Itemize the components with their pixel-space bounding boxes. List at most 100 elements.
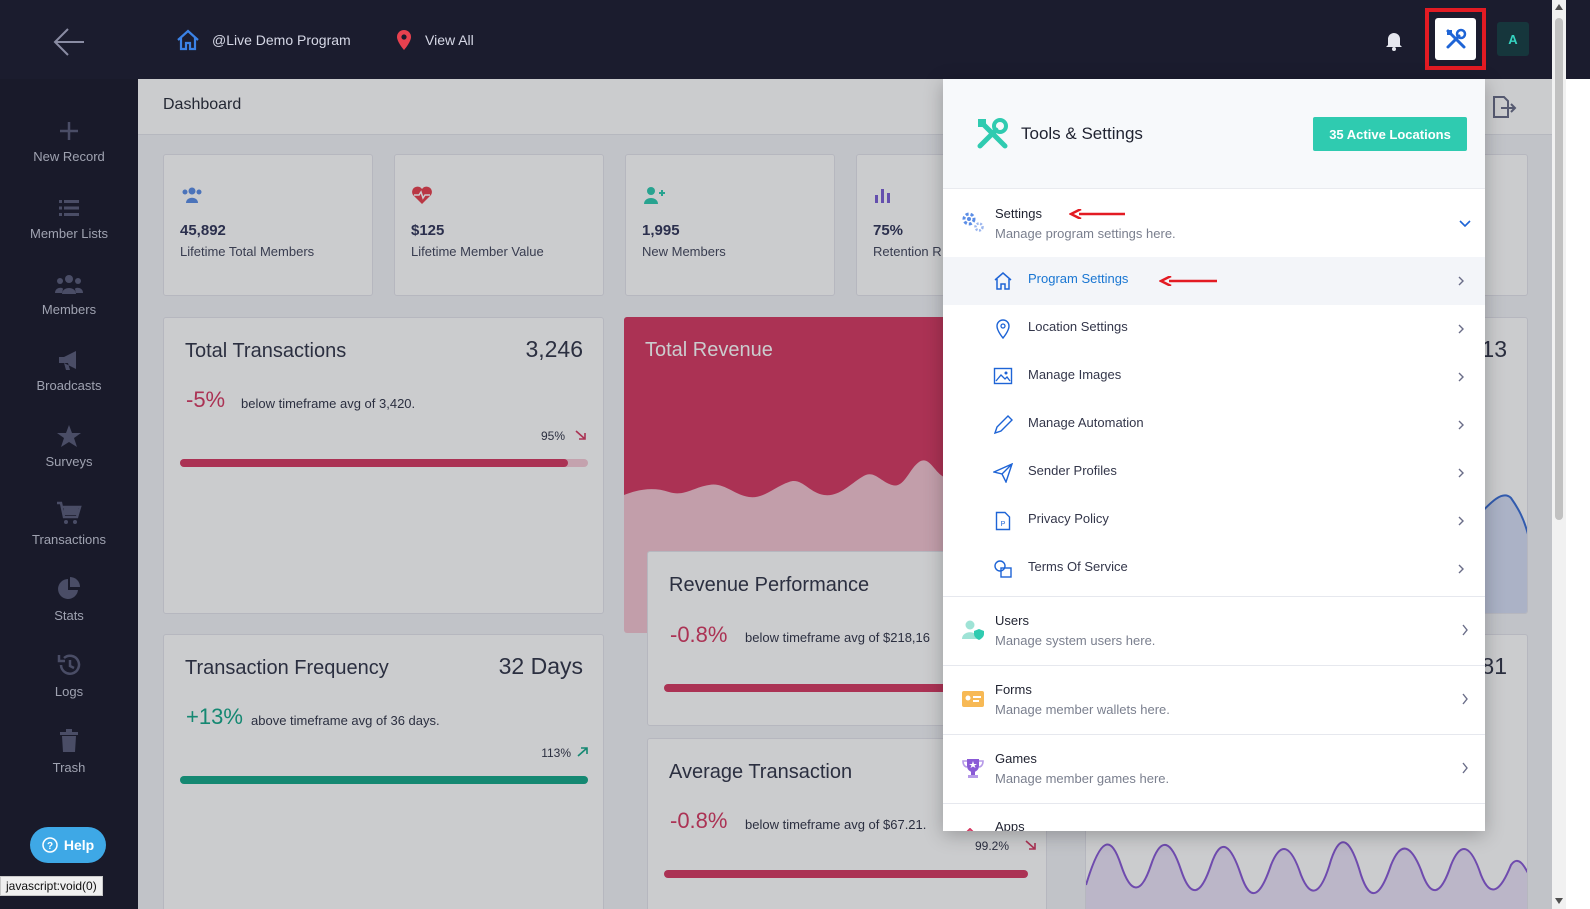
sub-item-label: Terms Of Service xyxy=(1028,559,1128,574)
transaction-frequency-card: Transaction Frequency 32 Days +13% above… xyxy=(163,634,604,909)
document-icon: P xyxy=(995,511,1011,531)
active-locations-badge[interactable]: 35 Active Locations xyxy=(1313,117,1467,151)
settings-item-sender-profiles[interactable]: Sender Profiles xyxy=(943,449,1485,497)
progress-fill xyxy=(180,459,568,467)
settings-subtitle: Manage program settings here. xyxy=(995,226,1176,241)
id-card-icon xyxy=(962,691,984,707)
change-description: above timeframe avg of 36 days. xyxy=(251,713,440,728)
change-percent: -0.8% xyxy=(670,622,728,647)
progress-track xyxy=(664,684,1044,692)
sidebar-item-label: Surveys xyxy=(45,454,93,469)
heartbeat-icon xyxy=(412,186,432,204)
change-percent: +13% xyxy=(186,704,243,729)
card-title: Total Transactions xyxy=(185,340,347,362)
sidebar-item-surveys[interactable]: Surveys xyxy=(0,424,138,469)
export-icon[interactable] xyxy=(1491,95,1517,119)
history-icon xyxy=(57,654,81,675)
chevron-right-icon xyxy=(1458,276,1464,286)
sidebar-item-label: Transactions xyxy=(32,532,106,547)
divider xyxy=(943,596,1485,597)
sidebar-item-stats[interactable]: Stats xyxy=(0,576,138,623)
tools-settings-button[interactable] xyxy=(1435,18,1476,60)
home-icon xyxy=(177,29,199,51)
tools-icon xyxy=(1446,28,1466,49)
trash-icon xyxy=(60,729,78,752)
card-title: Total Revenue xyxy=(645,339,773,361)
apps-section[interactable]: Apps xyxy=(943,804,1485,831)
settings-item-location-settings[interactable]: Location Settings xyxy=(943,305,1485,353)
tools-settings-panel: Tools & Settings 35 Active Locations Set… xyxy=(943,79,1485,831)
page-scrollbar[interactable] xyxy=(1552,0,1566,909)
chevron-right-icon xyxy=(1458,324,1464,334)
svg-text:?: ? xyxy=(47,841,53,852)
stat-card-new-members: 1,995 New Members xyxy=(625,154,835,296)
sidebar-item-label: Trash xyxy=(52,760,86,775)
home-icon xyxy=(994,272,1012,290)
card-value: 81 xyxy=(1481,653,1507,679)
view-all-locations-link[interactable]: View All xyxy=(395,26,474,54)
bell-icon xyxy=(1386,33,1402,51)
sidebar-item-broadcasts[interactable]: Broadcasts xyxy=(0,348,138,393)
arrow-left-icon xyxy=(53,28,84,56)
trend-down-icon xyxy=(1025,840,1036,850)
top-bar: @Live Demo Program View All A xyxy=(0,0,1590,79)
scroll-up-icon[interactable] xyxy=(1555,4,1563,10)
stat-value: 45,892 xyxy=(180,222,226,239)
settings-item-program-settings[interactable]: Program Settings xyxy=(943,257,1485,305)
change-percent: -0.8% xyxy=(670,808,728,833)
card-title: Revenue Performance xyxy=(669,574,870,596)
sidebar-item-member-lists[interactable]: Member Lists xyxy=(0,196,138,241)
sub-item-label: Location Settings xyxy=(1028,319,1128,334)
plus-icon xyxy=(60,122,78,140)
program-home-link[interactable]: @Live Demo Program xyxy=(176,26,351,54)
back-arrow-button[interactable] xyxy=(50,22,90,62)
games-section[interactable]: Games Manage member games here. xyxy=(943,735,1485,803)
sidebar-item-label: New Record xyxy=(33,149,105,164)
sidebar: New Record Member Lists Members Broadcas… xyxy=(0,79,138,909)
sidebar-item-label: Stats xyxy=(54,608,84,623)
chevron-right-icon xyxy=(1462,762,1468,774)
add-user-icon xyxy=(644,187,665,204)
sidebar-item-trash[interactable]: Trash xyxy=(0,728,138,775)
notifications-button[interactable] xyxy=(1382,28,1406,52)
star-icon xyxy=(57,425,81,447)
svg-text:P: P xyxy=(1001,521,1006,528)
help-button[interactable]: ? Help xyxy=(30,827,106,863)
change-description: below timeframe avg of 3,420. xyxy=(241,396,416,411)
scrollbar-thumb[interactable] xyxy=(1555,18,1563,520)
settings-item-terms-of-service[interactable]: Terms Of Service xyxy=(943,545,1485,593)
help-label: Help xyxy=(63,837,95,853)
users-title: Users xyxy=(995,613,1029,628)
cart-icon xyxy=(57,501,82,524)
megaphone-icon xyxy=(59,351,76,370)
users-section[interactable]: Users Manage system users here. xyxy=(943,597,1485,665)
sub-item-label: Program Settings xyxy=(1028,271,1129,286)
forms-section[interactable]: Forms Manage member wallets here. xyxy=(943,666,1485,734)
change-description: below timeframe avg of $67.21. xyxy=(745,817,927,832)
scroll-down-icon[interactable] xyxy=(1555,898,1563,904)
settings-item-manage-automation[interactable]: Manage Automation xyxy=(943,401,1485,449)
stat-label: Lifetime Member Value xyxy=(411,244,544,259)
chevron-right-icon xyxy=(1462,624,1468,636)
settings-item-manage-images[interactable]: Manage Images xyxy=(943,353,1485,401)
settings-item-privacy-policy[interactable]: P Privacy Policy xyxy=(943,497,1485,545)
stat-label: Lifetime Total Members xyxy=(180,244,315,259)
user-avatar[interactable]: A xyxy=(1497,22,1529,56)
user-shield-icon xyxy=(962,620,984,640)
progress-track xyxy=(180,459,588,467)
sidebar-item-transactions[interactable]: Transactions xyxy=(0,500,138,547)
settings-section-header[interactable]: Settings Manage program settings here. xyxy=(943,189,1485,269)
games-subtitle: Manage member games here. xyxy=(995,771,1170,786)
games-title: Games xyxy=(995,751,1037,766)
chevron-right-icon xyxy=(1458,468,1464,478)
change-percent: -5% xyxy=(186,387,226,412)
tools-button-highlight xyxy=(1425,8,1486,70)
sidebar-item-logs[interactable]: Logs xyxy=(0,652,138,699)
card-value: 3,246 xyxy=(525,336,583,362)
forms-subtitle: Manage member wallets here. xyxy=(995,702,1170,717)
paper-plane-icon xyxy=(993,463,1013,483)
sidebar-item-members[interactable]: Members xyxy=(0,272,138,317)
sidebar-item-new-record[interactable]: New Record xyxy=(0,119,138,164)
card-title: Average Transaction xyxy=(669,761,853,783)
annotation-arrow-icon xyxy=(1159,276,1217,286)
